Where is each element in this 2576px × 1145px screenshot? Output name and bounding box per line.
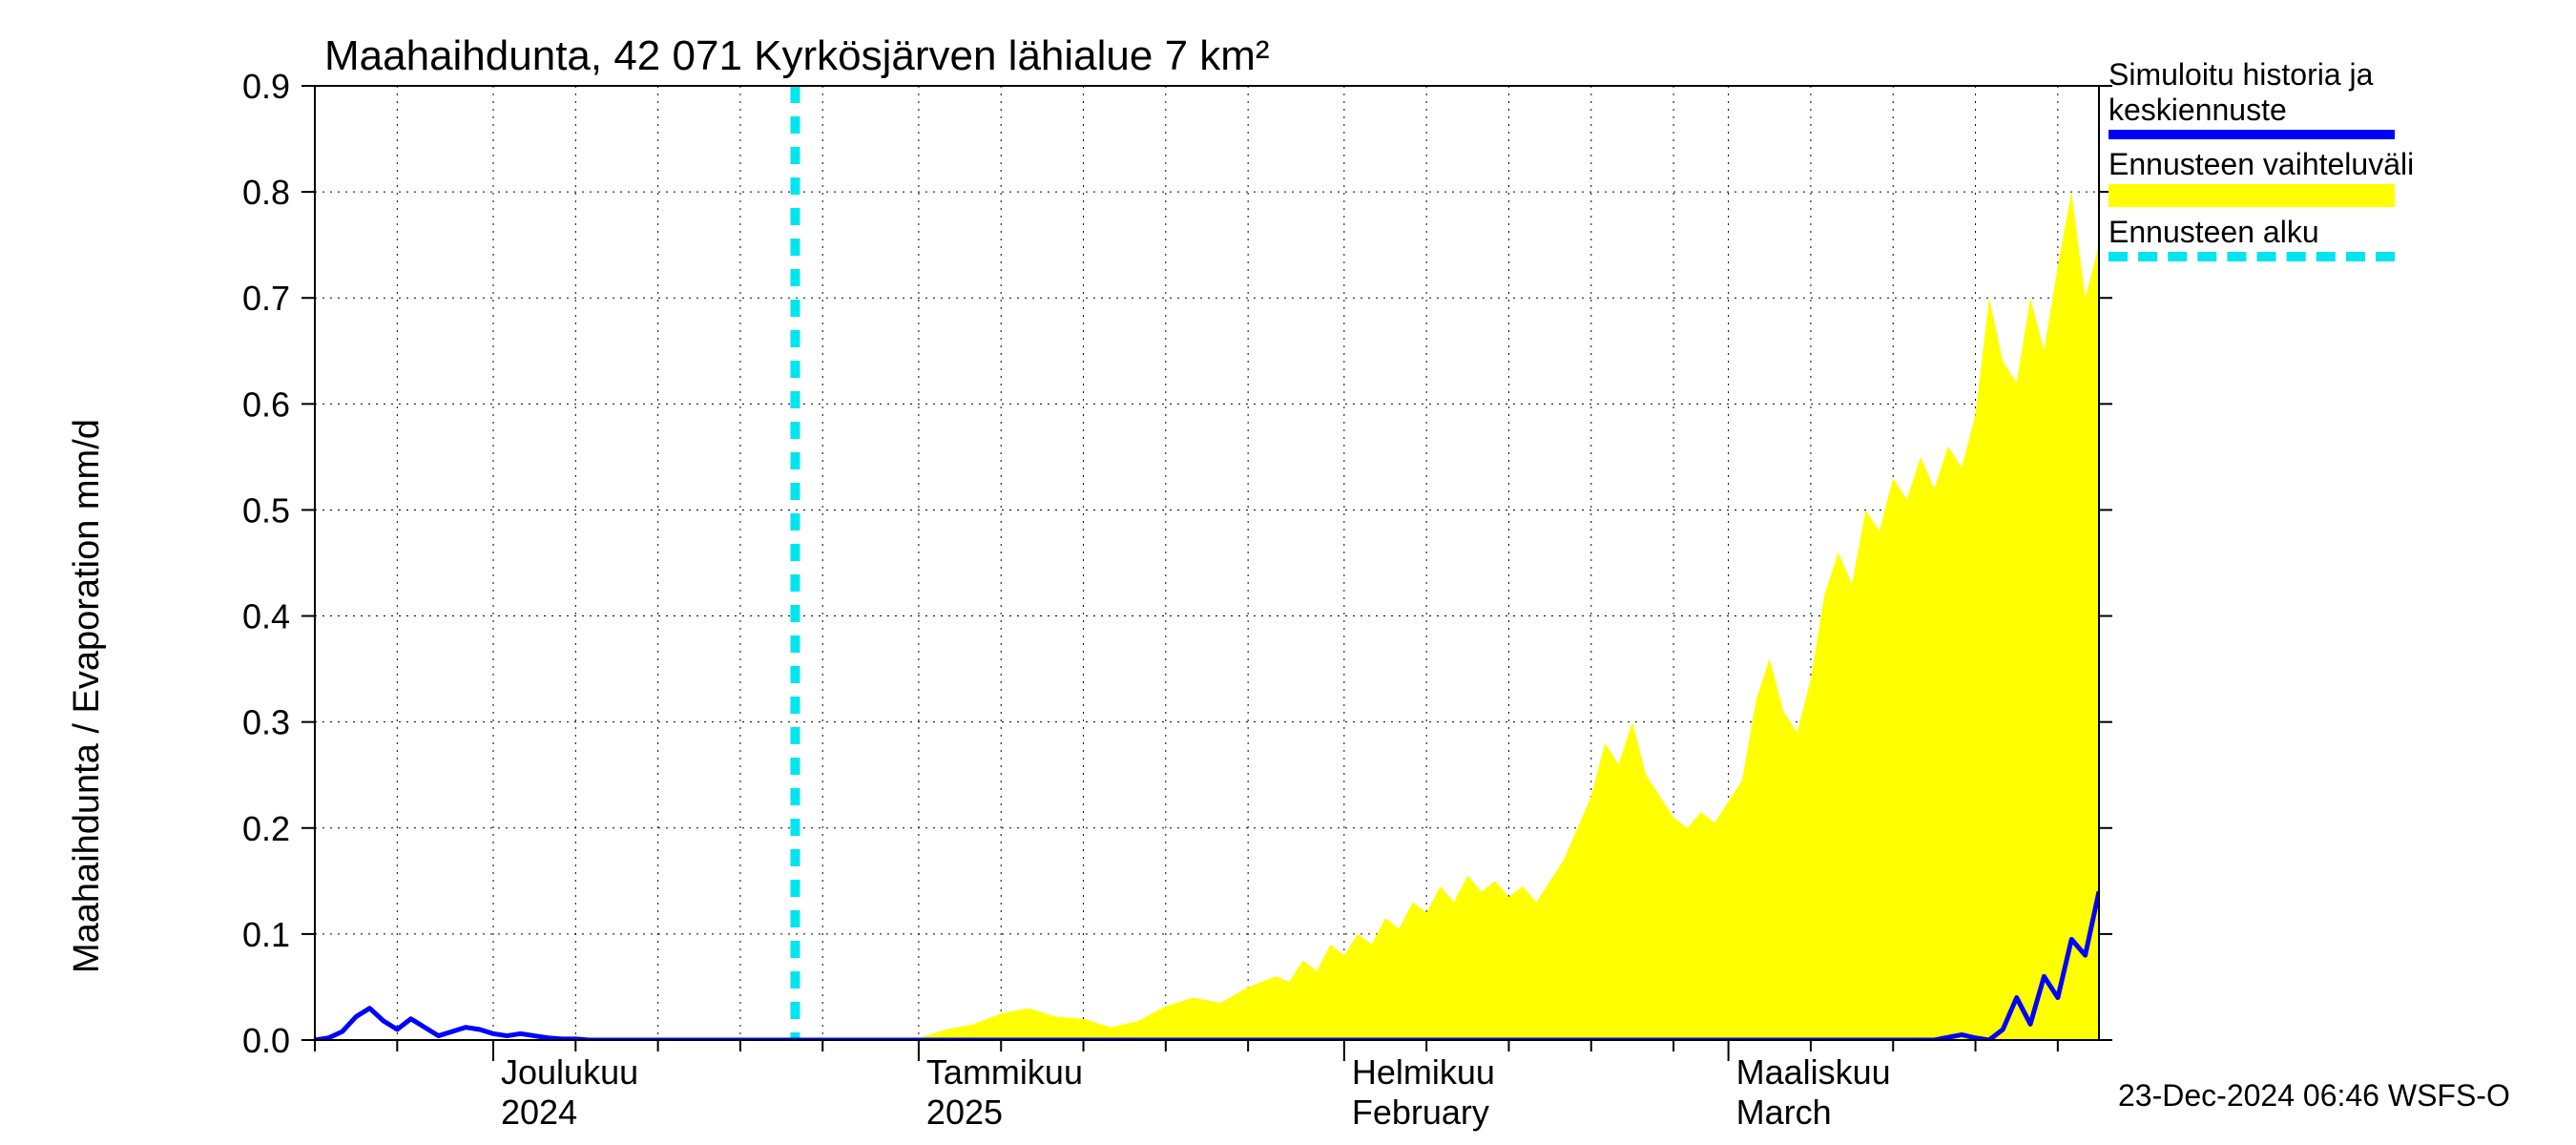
legend-label: Simuloitu historia ja	[2109, 57, 2414, 93]
legend-label: Ennusteen alku	[2109, 215, 2414, 250]
x-month-label: Maaliskuu	[1736, 1052, 1891, 1092]
x-month-label: Tammikuu	[926, 1052, 1083, 1092]
y-tick-label: 0.1	[242, 915, 290, 954]
y-tick-label: 0.4	[242, 597, 290, 636]
legend-label: Ennusteen vaihteluväli	[2109, 147, 2414, 182]
y-axis-label: Maahaihdunta / Evaporation mm/d	[67, 419, 108, 973]
y-tick-label: 0.5	[242, 490, 290, 530]
y-tick-label: 0.6	[242, 385, 290, 424]
chart-container: Maahaihdunta, 42 071 Kyrkösjärven lähial…	[0, 0, 2576, 1145]
y-tick-label: 0.7	[242, 279, 290, 318]
legend-swatch	[2109, 252, 2395, 261]
legend-item: Ennusteen vaihteluväli	[2109, 147, 2414, 207]
y-tick-label: 0.8	[242, 173, 290, 212]
y-tick-label: 0.0	[242, 1021, 290, 1060]
x-month-sublabel: 2024	[501, 1093, 577, 1132]
y-tick-label: 0.9	[242, 67, 290, 106]
legend-item: Ennusteen alku	[2109, 215, 2414, 261]
legend-swatch	[2109, 130, 2395, 139]
y-tick-label: 0.3	[242, 703, 290, 742]
chart-title: Maahaihdunta, 42 071 Kyrkösjärven lähial…	[324, 32, 1270, 80]
legend-item: Simuloitu historia jakeskiennuste	[2109, 57, 2414, 139]
x-month-sublabel: March	[1736, 1093, 1832, 1132]
footer-timestamp: 23-Dec-2024 06:46 WSFS-O	[2118, 1078, 2510, 1114]
legend-swatch	[2109, 184, 2395, 207]
legend: Simuloitu historia jakeskiennuste Ennuste…	[2109, 57, 2414, 269]
legend-label: keskiennuste	[2109, 93, 2414, 128]
x-month-label: Helmikuu	[1352, 1052, 1495, 1092]
x-month-sublabel: 2025	[926, 1093, 1003, 1132]
x-month-label: Joulukuu	[501, 1052, 638, 1092]
y-tick-label: 0.2	[242, 809, 290, 848]
x-month-sublabel: February	[1352, 1093, 1489, 1132]
